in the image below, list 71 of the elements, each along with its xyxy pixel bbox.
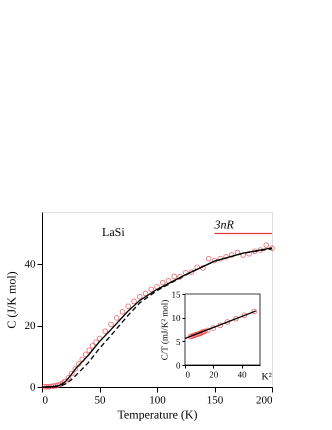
point — [218, 322, 224, 328]
x-tick-label: 0 — [186, 370, 190, 380]
point — [182, 270, 189, 276]
x-tick-label: 100 — [149, 394, 166, 406]
point — [258, 247, 264, 253]
point — [233, 316, 239, 322]
x-axis-title: Temperature (K) — [117, 408, 198, 422]
point — [69, 370, 75, 376]
point — [148, 286, 154, 292]
x-tick-label: 40 — [238, 370, 248, 380]
point — [86, 347, 92, 353]
point — [171, 274, 178, 280]
y-tick-label: 15 — [172, 290, 181, 300]
point — [200, 265, 206, 271]
point — [108, 322, 114, 328]
point — [72, 366, 78, 372]
y-tick-label: 0 — [176, 360, 181, 370]
point — [242, 312, 248, 318]
point — [228, 252, 235, 258]
point — [44, 384, 50, 390]
point — [166, 278, 172, 284]
y-tick-label: 10 — [172, 313, 181, 324]
x-tick-label: 20 — [209, 370, 219, 380]
y-tick-label: 20 — [24, 320, 36, 332]
point — [206, 256, 212, 262]
point — [252, 308, 258, 314]
y-tick-label: 0 — [30, 382, 36, 394]
point — [217, 256, 224, 262]
point — [93, 339, 99, 345]
point — [252, 248, 258, 254]
point — [223, 254, 229, 260]
point — [204, 328, 210, 334]
x-tick-label: 150 — [206, 394, 224, 406]
point — [177, 274, 183, 280]
point — [142, 290, 148, 296]
point — [79, 356, 86, 362]
point — [212, 258, 218, 264]
point — [224, 319, 230, 325]
y-axis-title: C (J/K mol) — [4, 271, 18, 329]
point — [131, 298, 137, 304]
point — [160, 280, 166, 286]
point — [125, 303, 132, 310]
point — [82, 352, 88, 358]
point — [62, 378, 68, 384]
point — [102, 328, 108, 334]
annotation: LaSi — [102, 225, 126, 239]
point — [90, 343, 96, 349]
point — [154, 284, 160, 290]
series-label: 3nR — [214, 217, 234, 232]
x-tick-label: 50 — [94, 394, 106, 406]
point — [240, 252, 246, 258]
x-axis-title: K² — [262, 372, 272, 382]
point — [234, 250, 240, 256]
point — [210, 325, 216, 331]
point — [66, 375, 72, 381]
point — [246, 250, 252, 257]
point — [136, 294, 143, 300]
point — [76, 361, 82, 367]
point — [114, 315, 120, 321]
point — [194, 264, 200, 270]
y-tick-label: 5 — [176, 336, 181, 347]
x-tick-label: 0 — [42, 394, 48, 406]
x-tick-label: 200 — [256, 394, 273, 406]
point — [96, 336, 102, 342]
point — [269, 245, 275, 252]
y-axis-title: C/T (mJ/K² mol) — [160, 300, 170, 360]
point — [120, 308, 126, 315]
point — [263, 242, 270, 248]
point — [188, 269, 194, 275]
y-tick-label: 40 — [24, 258, 36, 271]
point — [50, 383, 56, 389]
